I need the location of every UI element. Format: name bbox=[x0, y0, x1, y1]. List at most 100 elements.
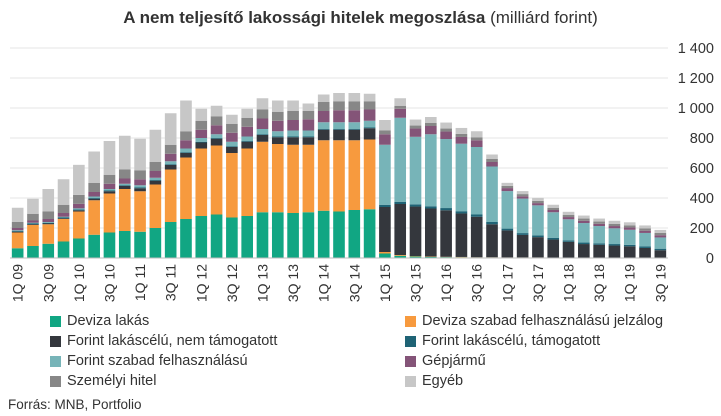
bar-segment bbox=[103, 193, 116, 233]
bar-segment bbox=[562, 240, 575, 242]
bar-segment bbox=[562, 219, 575, 241]
bar-segment bbox=[348, 129, 361, 130]
bar-segment bbox=[394, 117, 407, 202]
x-tick-label: 3Q 09 bbox=[40, 264, 56, 302]
y-tick-label: 800 bbox=[690, 131, 714, 147]
bar-segment bbox=[287, 130, 299, 137]
bar-segment bbox=[639, 246, 651, 248]
bar-segment bbox=[118, 169, 131, 179]
bar-segment bbox=[195, 142, 208, 149]
bar-segment bbox=[180, 153, 192, 158]
x-tick-label: 3Q 15 bbox=[408, 264, 424, 302]
x-tick-label: 3Q 11 bbox=[163, 264, 179, 301]
bar-segment bbox=[118, 186, 131, 189]
y-tick-label: 400 bbox=[690, 191, 714, 207]
bar-segment bbox=[455, 127, 468, 134]
bar-segment bbox=[501, 228, 514, 231]
bar-segment bbox=[256, 141, 269, 213]
bar-segment bbox=[118, 183, 131, 186]
bar-segment bbox=[27, 224, 39, 225]
bar-segment bbox=[608, 228, 621, 245]
bar-segment bbox=[42, 222, 55, 223]
bar-segment bbox=[27, 220, 39, 223]
bar-segment bbox=[623, 229, 636, 245]
bar-segment bbox=[73, 203, 85, 209]
bar-segment bbox=[424, 123, 437, 126]
bar-segment bbox=[42, 189, 55, 212]
bar-segment bbox=[164, 144, 177, 154]
legend-swatch bbox=[50, 315, 61, 327]
bar-segment bbox=[470, 131, 483, 138]
bar-segment bbox=[256, 129, 269, 135]
x-tick-label: 1Q 18 bbox=[561, 264, 577, 302]
bar-segment bbox=[88, 198, 100, 199]
bar-segment bbox=[317, 129, 330, 130]
bar-segment bbox=[302, 212, 315, 258]
bar-segment bbox=[57, 218, 70, 219]
bar-segment bbox=[470, 140, 483, 147]
bar-segment bbox=[455, 143, 468, 212]
bar-segment bbox=[11, 231, 24, 232]
bar-segment bbox=[379, 134, 391, 145]
bar-segment bbox=[317, 102, 330, 111]
bar-segment bbox=[394, 201, 407, 204]
bar-segment bbox=[164, 164, 177, 165]
bar-segment bbox=[103, 141, 116, 175]
bar-segment bbox=[241, 117, 254, 127]
bar-segment bbox=[164, 222, 177, 258]
bar-segment bbox=[241, 108, 254, 118]
bar-segment bbox=[532, 203, 544, 206]
y-tick-label: 1 400 bbox=[678, 41, 714, 57]
bar-segment bbox=[271, 100, 284, 112]
bar-segment bbox=[440, 131, 452, 140]
bar-segment bbox=[88, 234, 100, 258]
bar-segment bbox=[333, 211, 345, 258]
bar-segment bbox=[348, 110, 361, 123]
x-tick-label: 1Q 16 bbox=[438, 264, 454, 302]
bar-segment bbox=[149, 180, 162, 181]
bar-segment bbox=[27, 222, 39, 224]
bar-segment bbox=[42, 211, 55, 219]
bar-segment bbox=[424, 256, 437, 258]
bar-segment bbox=[333, 140, 345, 212]
bar-segment bbox=[317, 129, 330, 141]
bar-segment bbox=[88, 196, 100, 198]
bar-segment bbox=[654, 235, 667, 238]
bar-segment bbox=[363, 127, 376, 129]
legend-item: Gépjármű bbox=[405, 353, 486, 369]
x-tick-label: 3Q 12 bbox=[224, 264, 240, 302]
bar-segment bbox=[271, 137, 284, 144]
y-tick-label: 600 bbox=[690, 161, 714, 177]
bar-segment bbox=[11, 207, 24, 222]
bar-segment bbox=[348, 129, 361, 141]
bar-segment bbox=[73, 209, 85, 211]
bar-segment bbox=[593, 243, 605, 245]
legend-item: Személyi hitel bbox=[50, 373, 156, 389]
bar-segment bbox=[57, 219, 70, 242]
bar-segment bbox=[210, 145, 223, 215]
bar-segment bbox=[379, 120, 391, 131]
bar-segment bbox=[379, 204, 391, 207]
bar-segment bbox=[11, 228, 24, 231]
bar-segment bbox=[11, 222, 24, 228]
bar-segment bbox=[88, 151, 100, 183]
bar-segment bbox=[195, 216, 208, 258]
bar-segment bbox=[134, 138, 146, 171]
x-tick-label: 1Q 10 bbox=[71, 264, 87, 302]
bar-segment bbox=[180, 131, 192, 141]
bar-segment bbox=[654, 232, 667, 236]
bar-segment bbox=[547, 239, 560, 258]
bar-segment bbox=[210, 125, 223, 135]
bar-segment bbox=[287, 111, 299, 120]
bar-segment bbox=[562, 217, 575, 220]
bar-segment bbox=[210, 116, 223, 126]
bar-segment bbox=[608, 223, 621, 227]
bar-segment bbox=[256, 135, 269, 142]
bar-segment bbox=[455, 136, 468, 144]
bar-segment bbox=[470, 216, 483, 258]
bar-segment bbox=[623, 225, 636, 228]
bar-segment bbox=[11, 231, 24, 233]
bar-segment bbox=[195, 141, 208, 143]
bar-segment bbox=[88, 200, 100, 235]
x-tick-label: 1Q 09 bbox=[10, 264, 26, 302]
